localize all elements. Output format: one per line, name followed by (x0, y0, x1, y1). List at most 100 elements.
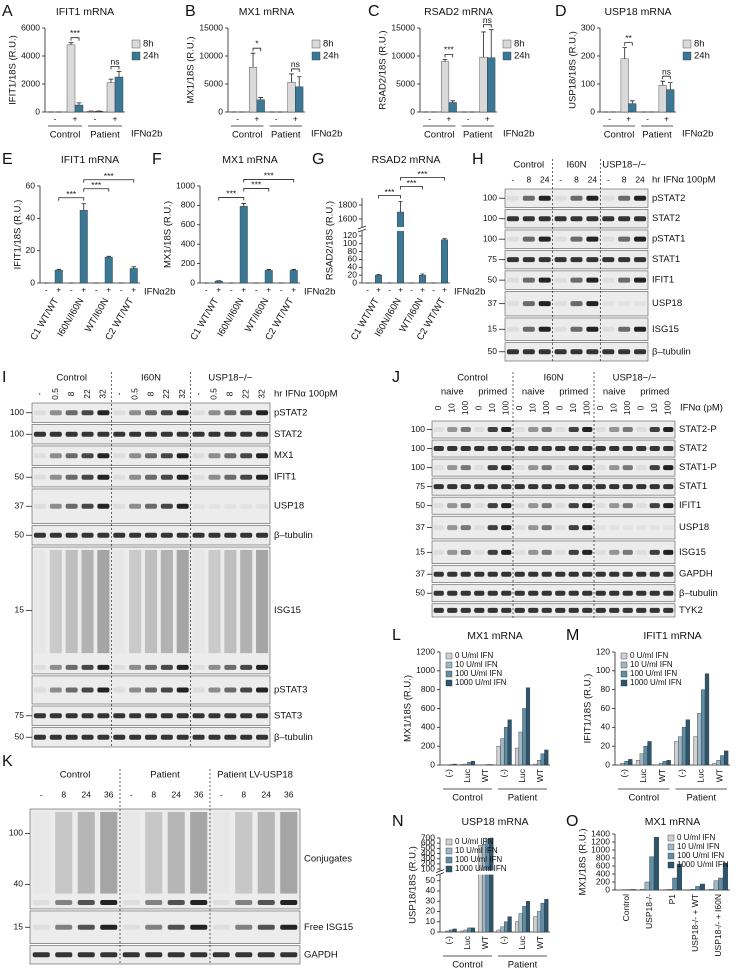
mw-marker: 50 (15, 529, 25, 539)
blot-band (160, 713, 173, 719)
y-tick-label: 600 (596, 860, 610, 870)
blot-band (618, 236, 631, 242)
y-tick-label: 80 (601, 684, 611, 694)
significance-label: ** (625, 33, 632, 43)
blot-band (582, 484, 593, 490)
x-tick-label: WT (480, 769, 490, 782)
row-label: STAT2 (274, 429, 302, 440)
legend-swatch (620, 652, 628, 660)
blot-band (190, 952, 208, 958)
blot-band (538, 301, 551, 307)
blot-band (602, 216, 615, 222)
x-tick-label: + (291, 284, 296, 294)
error-bar (81, 203, 86, 211)
lane-label: - (114, 392, 124, 395)
blot-smear (144, 549, 158, 654)
row-label: GAPDH (304, 949, 338, 960)
mw-marker: 100 (411, 424, 425, 434)
lane-label: - (130, 789, 133, 799)
legend-swatch (620, 670, 628, 678)
bar (287, 82, 296, 113)
bar (643, 745, 648, 766)
blot-band (65, 503, 78, 509)
mw-marker: 37 (15, 500, 25, 510)
mw-marker: 15 (14, 922, 24, 932)
group-label: Patient (508, 960, 538, 969)
mw-marker: 37 (488, 298, 498, 308)
blot-band (541, 571, 552, 577)
bar (658, 762, 664, 766)
x-tick-label: (-) (676, 769, 686, 778)
blot-band (636, 525, 647, 531)
legend-swatch (445, 679, 453, 687)
row-label: β–tubulin (274, 732, 313, 743)
legend-swatch (620, 661, 628, 669)
x-tick-label: + (293, 113, 298, 123)
blot-band (555, 446, 566, 452)
x-tick-label: - (205, 284, 208, 294)
y-tick-label: 0 (430, 759, 435, 769)
blot-band (528, 571, 539, 577)
significance-bracket (83, 179, 135, 183)
blot-band (634, 257, 647, 263)
blot-band (100, 899, 118, 905)
legend-label: 1000 U/ml IFN (455, 864, 507, 873)
blot-band (474, 571, 485, 577)
blot-band (160, 474, 173, 480)
error-bar (131, 266, 136, 269)
bar (463, 763, 468, 766)
error-bar (398, 201, 403, 212)
row-label: β–tubulin (274, 530, 313, 541)
x-tick-label: + (446, 113, 451, 123)
blot-band (570, 349, 583, 355)
blot-band (256, 410, 269, 416)
legend-swatch (667, 861, 675, 869)
blot-band (541, 590, 552, 596)
lane-label: 100 (622, 401, 632, 415)
treatment-label: hr IFNα 100pM (652, 175, 716, 186)
legend-label: 100 U/ml IFN (677, 851, 724, 860)
y-tick-label: 10 (426, 916, 436, 926)
y-tick-label: 200 (421, 858, 435, 868)
blot-band (235, 952, 253, 958)
blot-band (280, 952, 298, 958)
y-tick-label: 15000 (199, 22, 223, 32)
bar (463, 929, 468, 933)
blot-smear (34, 550, 46, 653)
blot-band (541, 484, 552, 490)
blot-band (192, 713, 205, 719)
blot-smear (240, 549, 253, 654)
lane-label: 0 (555, 405, 565, 410)
treatment-label: hr IFNα 100pM (274, 389, 338, 400)
significance-label: ns (483, 15, 492, 25)
blot-band (49, 687, 62, 693)
error-bar (442, 238, 447, 240)
bar (248, 66, 258, 113)
blot-band (55, 924, 73, 930)
blot-band (538, 349, 551, 355)
blot-band (256, 532, 269, 538)
x-tick-label: Luc (638, 768, 648, 782)
row-label: Conjugates (304, 853, 352, 864)
row-label: STAT1 (652, 254, 680, 265)
row-label: STAT2 (679, 443, 707, 454)
lane-label: 0 (474, 405, 484, 410)
y-tick-label: 4000 (21, 50, 40, 60)
blot-band (100, 924, 118, 930)
blot-band (113, 713, 126, 719)
blot-band (33, 734, 46, 740)
mw-marker: 100 (483, 192, 497, 202)
blot-band (33, 664, 46, 670)
lane-label: 22 (82, 389, 92, 399)
x-axis-label: IFNα2b (503, 129, 534, 140)
panel-letter: G (312, 151, 324, 168)
blot-band (97, 503, 110, 509)
lane-label: 8 (241, 789, 246, 799)
blot-band (33, 410, 46, 416)
blot-band (501, 571, 512, 577)
bar (264, 270, 273, 284)
blot-band (192, 734, 205, 740)
blot-band (609, 465, 620, 471)
bar (544, 749, 549, 766)
blot-band (582, 446, 593, 452)
